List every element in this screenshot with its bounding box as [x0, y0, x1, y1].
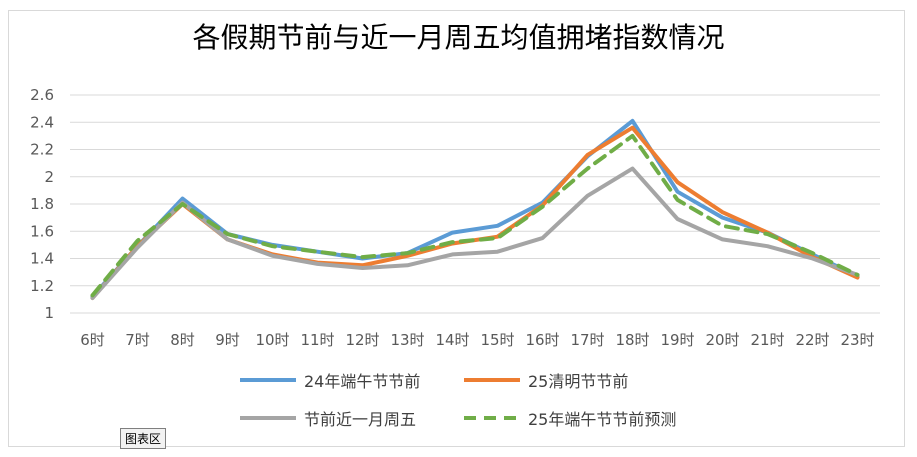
x-tick-label: 9时 — [215, 331, 240, 349]
legend-item-series-4: 25年端午节节前预测 — [464, 406, 676, 430]
y-tick-label: 2.4 — [30, 113, 54, 131]
y-tick-label: 2 — [44, 168, 54, 186]
x-tick-label: 22时 — [795, 331, 829, 349]
y-tick-label: 1 — [44, 304, 54, 322]
x-tick-label: 21时 — [750, 331, 784, 349]
y-tick-label: 2.6 — [30, 86, 54, 104]
legend-swatch-series-1 — [240, 378, 296, 382]
x-tick-label: 13时 — [390, 331, 424, 349]
y-tick-label: 1.2 — [30, 277, 54, 295]
legend-label-series-2: 25清明节节前 — [528, 372, 629, 391]
legend-swatch-series-2 — [464, 378, 520, 382]
legend-label-series-4: 25年端午节节前预测 — [528, 410, 677, 429]
x-tick-label: 8时 — [170, 331, 195, 349]
x-tick-label: 10时 — [255, 331, 289, 349]
legend-swatch-series-3 — [240, 416, 296, 420]
series-line-3 — [90, 166, 860, 300]
x-tick-label: 16时 — [525, 331, 559, 349]
x-tick-label: 7时 — [125, 331, 150, 349]
series-line-4 — [90, 133, 860, 298]
legend-item-series-3: 节前近一月周五 — [240, 406, 416, 430]
x-tick-label: 23时 — [840, 331, 874, 349]
x-tick-label: 19时 — [660, 331, 694, 349]
legend-item-series-1: 24年端午节节前 — [240, 368, 420, 392]
x-tick-label: 12时 — [345, 331, 379, 349]
legend-item-series-2: 25清明节节前 — [464, 368, 628, 392]
x-tick-label: 17时 — [570, 331, 604, 349]
y-tick-label: 1.4 — [30, 250, 54, 268]
y-tick-label: 2.2 — [30, 141, 54, 159]
series-line-1 — [90, 118, 860, 299]
legend-label-series-3: 节前近一月周五 — [304, 410, 417, 429]
x-tick-label: 20时 — [705, 331, 739, 349]
x-tick-label: 6时 — [80, 331, 105, 349]
legend-swatch-series-4 — [464, 416, 520, 420]
chart-area-tooltip: 图表区 — [120, 428, 167, 449]
y-tick-label: 1.6 — [30, 222, 54, 240]
legend-label-series-1: 24年端午节节前 — [304, 372, 421, 391]
x-tick-label: 18时 — [615, 331, 649, 349]
series-line-2 — [90, 125, 860, 300]
x-tick-label: 15时 — [480, 331, 514, 349]
x-tick-label: 11时 — [300, 331, 334, 349]
chart-title: 各假期节前与近一月周五均值拥堵指数情况 — [192, 21, 725, 54]
y-tick-label: 1.8 — [30, 195, 54, 213]
x-tick-label: 14时 — [435, 331, 469, 349]
chart-legend: 24年端午节节前 25清明节节前 节前近一月周五 25年端午节节前预测 — [240, 366, 760, 436]
